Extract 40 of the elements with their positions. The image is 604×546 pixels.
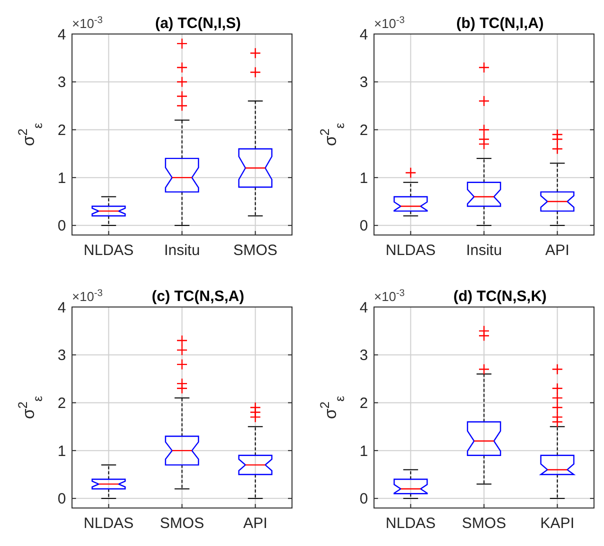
chart-title: (a) TC(N,I,S): [155, 15, 241, 32]
chart-title: (c) TC(N,S,A): [152, 288, 244, 305]
x-tick-label: NLDAS: [386, 515, 436, 532]
y-tick-label: 3: [360, 74, 368, 92]
x-tick-label: SMOS: [233, 242, 278, 259]
y-tick-label: 3: [58, 347, 66, 364]
y-tick-label: 2: [360, 122, 368, 139]
y-tick-label: 2: [58, 394, 66, 412]
y-tick-label: 0: [360, 218, 368, 235]
y-tick-label: 0: [360, 490, 368, 508]
x-tick-label: Insitu: [164, 242, 200, 259]
x-tick-label: Insitu: [466, 242, 502, 259]
y-tick-label: 1: [58, 170, 66, 187]
x-tick-label: SMOS: [160, 515, 204, 532]
chart-title: (d) TC(N,S,K): [453, 288, 547, 305]
y-tick-label: 3: [360, 347, 368, 364]
x-tick-label: NLDAS: [386, 242, 436, 259]
text: ×10$^{-3}$: [374, 14, 405, 31]
y-tick-label: 4: [360, 299, 368, 316]
x-tick-label: API: [243, 515, 268, 532]
y-tick-label: 4: [58, 299, 66, 316]
y-tick-label: 1: [360, 442, 368, 460]
text: ×10$^{-3}$: [374, 288, 405, 304]
text: ×10$^{-3}$: [72, 288, 103, 304]
y-tick-label: 2: [360, 394, 368, 412]
y-tick-label: 2: [58, 122, 66, 139]
x-tick-label: NLDAS: [84, 515, 134, 532]
y-tick-label: 3: [58, 74, 66, 92]
text: ×10$^{-3}$: [72, 14, 103, 31]
x-tick-label: SMOS: [462, 515, 506, 532]
y-tick-label: 0: [58, 218, 66, 235]
x-tick-label: NLDAS: [84, 242, 134, 259]
y-tick-label: 0: [58, 490, 66, 508]
y-tick-label: 1: [360, 170, 368, 187]
chart-title: (b) TC(N,I,A): [456, 15, 544, 32]
y-tick-label: 4: [360, 26, 368, 44]
y-tick-label: 4: [58, 26, 66, 44]
x-tick-label: API: [545, 242, 570, 259]
y-tick-label: 1: [58, 442, 66, 460]
x-tick-label: KAPI: [540, 515, 574, 532]
